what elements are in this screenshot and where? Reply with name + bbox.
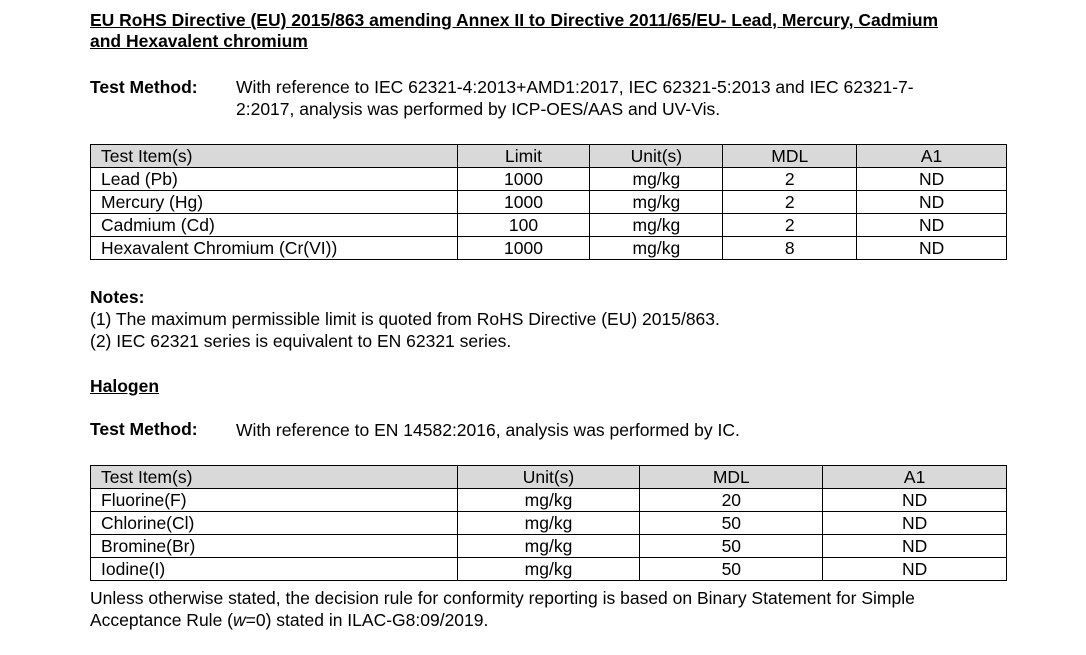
table-header-row: Test Item(s) Unit(s) MDL A1	[90, 465, 1007, 489]
table-row: Hexavalent Chromium (Cr(VI)) 1000 mg/kg 8 ND	[90, 236, 1007, 260]
col-header: Unit(s)	[589, 144, 724, 168]
table-row: Cadmium (Cd) 100 mg/kg 2 ND	[90, 213, 1007, 237]
decision-line2: Acceptance Rule (w=0) stated in ILAC-G8:…	[90, 609, 488, 631]
table-cell: ND	[822, 534, 1007, 558]
decision-pre: Acceptance Rule (	[90, 610, 233, 630]
table-cell: 2	[722, 190, 858, 214]
table-row: Iodine(I) mg/kg 50 ND	[90, 557, 1007, 581]
table-row: Fluorine(F) mg/kg 20 ND	[90, 488, 1007, 512]
table-cell: mg/kg	[589, 167, 724, 191]
table-cell: mg/kg	[456, 557, 641, 581]
table-cell: mg/kg	[456, 534, 641, 558]
table-cell: ND	[822, 488, 1007, 512]
table-header-row: Test Item(s) Limit Unit(s) MDL A1	[90, 144, 1007, 168]
col-header: Test Item(s)	[90, 465, 458, 489]
rohs-method-label: Test Method:	[90, 77, 198, 97]
table-cell: 1000	[456, 167, 591, 191]
table-cell: ND	[822, 557, 1007, 581]
table-cell: Mercury (Hg)	[90, 190, 458, 214]
table-row: Lead (Pb) 1000 mg/kg 2 ND	[90, 167, 1007, 191]
table-cell: Fluorine(F)	[90, 488, 458, 512]
table-cell: 1000	[456, 190, 591, 214]
table-cell: 2	[722, 213, 858, 237]
table-cell: ND	[856, 190, 1007, 214]
decision-post: =0) stated in ILAC-G8:09/2019.	[245, 610, 489, 630]
table-cell: 2	[722, 167, 858, 191]
table-row: Chlorine(Cl) mg/kg 50 ND	[90, 511, 1007, 535]
table-cell: 1000	[456, 236, 591, 260]
rohs-table: Test Item(s) Limit Unit(s) MDL A1 Lead (…	[90, 144, 1007, 260]
decision-line1: Unless otherwise stated, the decision ru…	[90, 588, 915, 608]
note-2: (2) IEC 62321 series is equivalent to EN…	[90, 331, 512, 351]
table-cell: ND	[856, 213, 1007, 237]
table-cell: ND	[856, 236, 1007, 260]
table-cell: mg/kg	[589, 236, 724, 260]
table-cell: Bromine(Br)	[90, 534, 458, 558]
table-cell: Iodine(I)	[90, 557, 458, 581]
rohs-method-line2: 2:2017, analysis was performed by ICP-OE…	[236, 99, 721, 119]
table-cell: Hexavalent Chromium (Cr(VI))	[90, 236, 458, 260]
table-cell: 50	[639, 511, 824, 535]
table-cell: mg/kg	[456, 488, 641, 512]
col-header: MDL	[639, 465, 824, 489]
halogen-method: With reference to EN 14582:2016, analysi…	[236, 420, 740, 440]
table-cell: ND	[822, 511, 1007, 535]
table-cell: Chlorine(Cl)	[90, 511, 458, 535]
table-cell: ND	[856, 167, 1007, 191]
halogen-title: Halogen	[90, 376, 160, 396]
table-cell: mg/kg	[589, 213, 724, 237]
col-header: A1	[856, 144, 1007, 168]
col-header: Unit(s)	[456, 465, 641, 489]
col-header: Test Item(s)	[90, 144, 458, 168]
table-cell: 100	[456, 213, 591, 237]
table-row: Bromine(Br) mg/kg 50 ND	[90, 534, 1007, 558]
note-1: (1) The maximum permissible limit is quo…	[90, 309, 720, 329]
rohs-method-line1: With reference to IEC 62321-4:2013+AMD1:…	[236, 77, 914, 97]
table-cell: mg/kg	[456, 511, 641, 535]
table-cell: 20	[639, 488, 824, 512]
table-cell: mg/kg	[589, 190, 724, 214]
halogen-table: Test Item(s) Unit(s) MDL A1 Fluorine(F) m…	[90, 465, 1007, 581]
page-title: EU RoHS Directive (EU) 2015/863 amending…	[90, 10, 939, 51]
decision-var: w	[233, 610, 246, 630]
col-header: MDL	[722, 144, 858, 168]
table-row: Mercury (Hg) 1000 mg/kg 2 ND	[90, 190, 1007, 214]
table-cell: Lead (Pb)	[90, 167, 458, 191]
table-cell: Cadmium (Cd)	[90, 213, 458, 237]
table-cell: 8	[722, 236, 858, 260]
col-header: Limit	[456, 144, 591, 168]
notes-title: Notes:	[90, 287, 145, 307]
table-cell: 50	[639, 534, 824, 558]
col-header: A1	[822, 465, 1007, 489]
halogen-method-label: Test Method:	[90, 419, 198, 439]
table-cell: 50	[639, 557, 824, 581]
